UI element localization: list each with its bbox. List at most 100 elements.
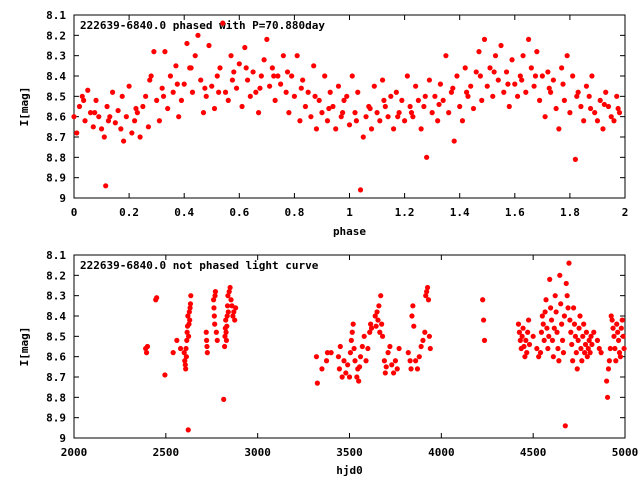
x-tick-label: 2500 xyxy=(153,446,180,459)
plot-frame xyxy=(73,14,626,199)
data-point xyxy=(402,118,408,124)
data-point xyxy=(465,93,471,99)
data-point xyxy=(523,337,529,343)
data-point xyxy=(553,105,559,112)
data-point xyxy=(283,89,289,95)
data-point xyxy=(614,93,620,99)
data-point xyxy=(346,374,353,380)
data-point xyxy=(539,313,545,319)
x-tick-label: 4500 xyxy=(520,446,547,459)
data-point xyxy=(328,350,334,356)
x-tick-label: 0.2 xyxy=(119,206,139,219)
data-point xyxy=(160,93,167,99)
data-point xyxy=(344,93,350,99)
data-point xyxy=(115,107,121,114)
data-point xyxy=(182,358,188,364)
data-point xyxy=(517,73,523,79)
data-point xyxy=(536,97,543,103)
data-point xyxy=(348,337,354,343)
data-point xyxy=(76,103,83,110)
data-point xyxy=(107,114,113,120)
data-point xyxy=(408,110,415,116)
data-point xyxy=(311,63,317,69)
data-point xyxy=(555,345,561,352)
x-tick-label: 3000 xyxy=(244,446,271,459)
data-point xyxy=(520,325,526,331)
data-point xyxy=(162,372,168,378)
data-point xyxy=(211,105,218,112)
data-point xyxy=(278,81,284,87)
data-point xyxy=(203,93,209,99)
data-point xyxy=(459,118,466,124)
data-point xyxy=(101,134,107,140)
data-point xyxy=(606,358,612,364)
y-tick-label: 8.2 xyxy=(46,29,66,42)
data-point xyxy=(261,57,267,63)
data-point xyxy=(319,110,325,116)
data-point xyxy=(71,114,77,120)
data-point xyxy=(93,97,99,103)
data-point xyxy=(167,73,174,79)
data-point xyxy=(536,354,542,360)
data-point xyxy=(408,366,414,372)
data-point xyxy=(498,42,504,49)
x-tick-label: 0.6 xyxy=(229,206,249,219)
data-point xyxy=(349,329,355,335)
data-point xyxy=(105,118,112,124)
data-point xyxy=(608,313,614,319)
data-point xyxy=(522,354,528,360)
x-tick-label: 1.8 xyxy=(560,206,580,219)
y-tick-label: 9 xyxy=(59,192,66,205)
data-point xyxy=(231,69,237,75)
data-point xyxy=(420,337,426,343)
data-point xyxy=(414,366,421,372)
data-point xyxy=(585,345,591,352)
data-point xyxy=(355,89,361,95)
data-point xyxy=(424,284,431,291)
data-point xyxy=(170,89,176,95)
data-point xyxy=(451,138,457,144)
data-point xyxy=(487,65,493,71)
data-point xyxy=(188,65,194,71)
data-point xyxy=(581,118,587,124)
data-point xyxy=(79,93,85,99)
data-point xyxy=(202,85,208,91)
data-point xyxy=(159,85,165,91)
data-point xyxy=(616,350,623,356)
data-point xyxy=(291,93,297,99)
data-point xyxy=(544,325,550,331)
data-point xyxy=(221,396,227,402)
data-point xyxy=(223,317,229,323)
data-point xyxy=(257,85,263,91)
data-point xyxy=(481,337,488,343)
data-point xyxy=(492,53,499,59)
data-point xyxy=(530,333,536,339)
data-point xyxy=(395,114,401,120)
data-point xyxy=(98,126,105,132)
data-point xyxy=(185,427,191,433)
y-tick-label: 8.6 xyxy=(46,351,66,364)
data-point xyxy=(601,101,607,108)
data-point xyxy=(387,343,393,350)
data-point xyxy=(541,337,547,343)
data-point xyxy=(223,329,229,335)
data-point xyxy=(553,309,559,315)
data-point xyxy=(209,83,215,89)
data-point xyxy=(323,358,330,364)
data-point xyxy=(379,77,386,83)
data-point xyxy=(534,49,540,55)
data-point xyxy=(514,93,521,99)
data-point xyxy=(581,321,587,327)
data-point xyxy=(567,317,573,323)
data-point xyxy=(574,93,580,99)
data-point xyxy=(378,293,384,299)
data-point xyxy=(549,337,556,343)
data-point xyxy=(426,333,432,339)
data-point xyxy=(578,345,584,352)
data-point xyxy=(74,130,80,136)
data-point xyxy=(186,309,192,315)
data-point xyxy=(144,343,151,350)
data-point xyxy=(613,358,619,364)
data-point xyxy=(371,83,377,89)
data-point xyxy=(410,114,416,120)
